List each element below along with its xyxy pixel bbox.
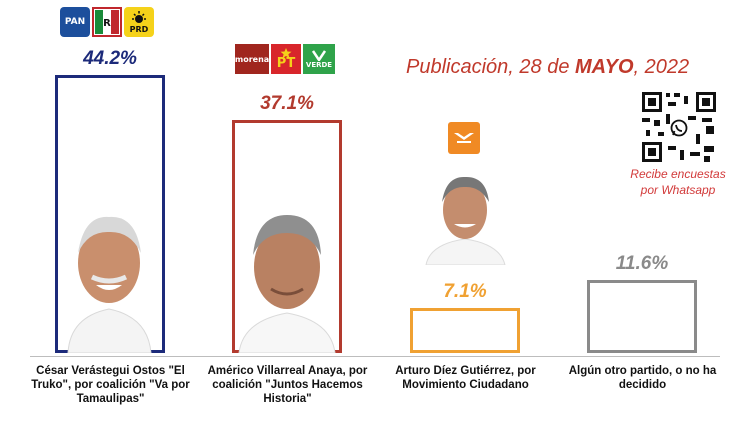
movimiento-ciudadano-logo [448,122,480,154]
bar-otro-no-decidido [587,280,697,353]
candidate-photo-cesar-verastegui [62,205,157,353]
qr-caption: Recibe encuestas por Whatsapp [616,166,740,198]
chart-baseline [30,356,720,357]
candidate-photo-americo-villarreal [235,205,339,353]
pri-logo: R [92,7,122,37]
candidate-photo-arturo-diez [418,168,513,265]
pt-logo-text: PT [276,56,296,71]
coalition-va-por-tamaulipas-logos: PAN R PRD [60,7,154,37]
category-label-cesar-verastegui: César Verástegui Ostos "El Truko", por c… [31,365,190,405]
value-label-arturo-diez: 7.1% [443,281,487,302]
svg-text:R: R [103,18,111,29]
publication-year: , 2022 [633,56,690,78]
prd-logo: PRD [124,7,154,37]
qr-code [640,90,718,164]
morena-logo-text: morena [234,54,270,64]
bar-arturo-diez [410,308,520,353]
verde-logo: VERDE [303,44,335,74]
toucan-icon [312,49,326,61]
pt-logo: PT [271,44,301,74]
bar-cesar-verastegui [55,75,165,353]
portrait-arturo-diez [425,176,506,265]
value-label-americo-villarreal: 37.1% [260,93,314,114]
qr-caption-line1: Recibe encuestas [630,167,726,181]
category-label-americo-villarreal: Américo Villarreal Anaya, por coalición … [207,365,368,405]
publication-date: Publicación, 28 de MAYO, 2022 [406,56,689,79]
morena-logo: morena [235,44,269,74]
category-label-arturo-diez: Arturo Díez Gutiérrez, por Movimiento Ci… [395,365,536,391]
category-label-otro-no-decidido: Algún otro partido, o no ha decidido [568,365,717,391]
pri-emblem: R [95,10,119,34]
value-label-otro-no-decidido: 11.6% [615,253,669,274]
publication-month: MAYO [575,56,634,78]
eagle-icon [454,133,474,143]
portrait-americo-villarreal [238,215,336,353]
pan-logo-text: PAN [64,17,86,27]
star-icon [280,48,292,58]
publication-date-prefix: Publicación, 28 de [406,56,570,78]
qr-caption-line2: por Whatsapp [640,183,716,197]
coalition-juntos-hacemos-historia-logos: morena PT VERDE [235,44,335,74]
verde-logo-text: VERDE [305,60,333,69]
movimiento-ciudadano-logo-wrap [448,122,480,154]
pan-logo: PAN [60,7,90,37]
prd-logo-text: PRD [129,24,149,34]
portrait-cesar-verastegui [67,216,152,353]
value-label-cesar-verastegui: 44.2% [83,48,137,69]
sun-icon [132,10,146,23]
